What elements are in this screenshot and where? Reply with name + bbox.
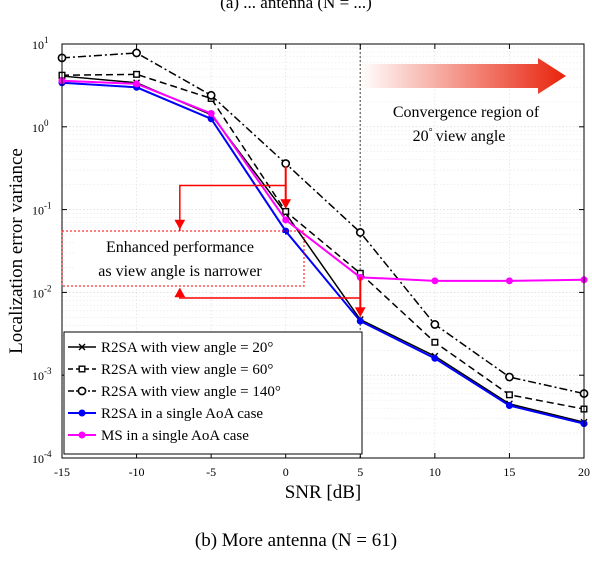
series-5-point [505, 277, 513, 285]
bottom-caption: (b) More antenna (N = 61) [195, 530, 397, 551]
y-tick-exponent: -4 [44, 449, 52, 459]
series-3-point [430, 320, 440, 329]
y-tick-exponent: 0 [44, 118, 49, 128]
legend-label-5: MS in a single AoA case [101, 428, 249, 444]
legend-label-2: R2SA with view angle = 60° [101, 362, 273, 378]
series-5-point [282, 216, 290, 224]
series-3-point [281, 159, 291, 168]
series-3-point [505, 372, 514, 382]
series-3-point [206, 90, 216, 100]
legend-box [63, 331, 363, 455]
x-tick-label: 10 [429, 465, 441, 479]
y-tick-label: 10 [32, 452, 44, 466]
enhanced-dotted-box [61, 230, 305, 287]
y-tick-exponent: -3 [44, 366, 52, 376]
legend-label-3: R2SA with view angle = 140° [101, 384, 281, 400]
y-tick-label: 10 [32, 38, 44, 52]
series-line-5 [61, 79, 585, 282]
enhanced-text-line2: as view angle is narrower [98, 263, 262, 280]
x-ticks: -15 -10 -5 0 5 10 15 20 [54, 44, 590, 479]
convergence-arrow [360, 58, 566, 94]
convergence-angle-value: 20 [413, 128, 429, 145]
x-tick-label: 20 [578, 465, 590, 479]
legend-marker-3 [77, 386, 87, 396]
y-tick-exponent: -1 [44, 201, 52, 211]
y-tick-exponent: -2 [44, 283, 52, 293]
legend-marker-2 [78, 365, 86, 373]
series-2-point [431, 338, 439, 346]
y-tick-label: 10 [32, 369, 44, 383]
series-5-point [133, 80, 141, 88]
convergence-text-line2: 20° view angle [413, 127, 506, 145]
bottom-caption-text: (b) More antenna (N = 61) [195, 530, 397, 551]
y-tick-exponent: 1 [44, 35, 49, 45]
red-arrows [174, 166, 366, 318]
convergence-text-line1: Convergence region of [393, 104, 540, 121]
series-3-point [132, 48, 141, 58]
series-2-point [133, 70, 141, 78]
x-tick-label: 15 [503, 465, 515, 479]
convergence-gradient-arrow [360, 58, 566, 94]
x-tick-label: 5 [357, 465, 363, 479]
series-2-point [282, 207, 290, 215]
x-axis-label: SNR [dB] [285, 482, 362, 503]
x-tick-label: -10 [129, 465, 145, 479]
enhanced-text-background [75, 233, 285, 283]
degree-symbol: ° [429, 127, 433, 138]
y-axis-label: Localization error variance [6, 148, 27, 354]
series-2-point [505, 391, 513, 399]
x-tick-label: 0 [283, 465, 289, 479]
arrowhead-snr0 [280, 199, 292, 209]
legend-marker-1 [78, 343, 86, 351]
enhanced-performance-annotation: Enhanced performance as view angle is na… [61, 230, 305, 287]
y-tick-label: 10 [32, 286, 44, 300]
x-tick-label: -5 [206, 465, 216, 479]
series-line-4 [61, 81, 585, 425]
y-tick-label: 10 [32, 121, 44, 135]
series-4-point [431, 354, 439, 362]
series-5-point [207, 109, 215, 117]
legend-marker-5 [78, 431, 86, 439]
arrow-leader-lower [179, 290, 361, 299]
series-4-point [356, 317, 364, 325]
enhanced-text-line1: Enhanced performance [106, 239, 254, 256]
top-caption: (a) ... antenna (N = ...) [220, 0, 372, 12]
legend: R2SA with view angle = 20° R2SA with view… [63, 331, 363, 455]
legend-label-1: R2SA with view angle = 20° [101, 340, 273, 356]
arrowhead-lower-leader [174, 287, 186, 298]
series-5-point [431, 277, 439, 285]
y-tick-label: 10 [32, 204, 44, 218]
grid [61, 44, 585, 459]
arrowhead-upper-leader [174, 219, 186, 230]
legend-marker-4 [78, 409, 86, 417]
legend-label-4: R2SA in a single AoA case [101, 406, 263, 422]
x-tick-label: -15 [54, 465, 70, 479]
arrow-leader-upper [179, 184, 286, 231]
series-line-2 [61, 73, 585, 410]
series-3-point [355, 228, 365, 237]
series-4-point [505, 402, 513, 410]
arrowhead-snr5 [354, 307, 366, 318]
convergence-angle-text: view angle [436, 128, 506, 145]
